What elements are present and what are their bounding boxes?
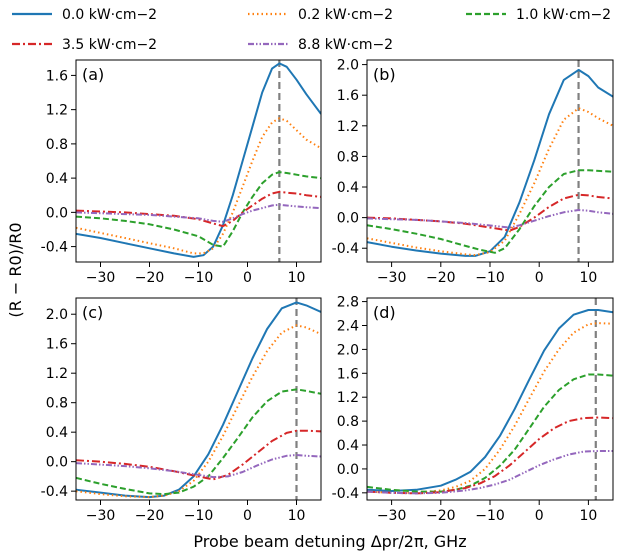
x-tick-label: 10 [288,270,306,286]
x-tick-label: 10 [579,508,597,524]
y-tick-label: 0.0 [46,455,68,471]
y-tick-label: 0.0 [337,462,359,478]
x-tick-label: −30 [86,508,116,524]
y-tick-label: 1.6 [337,88,359,104]
y-tick-label: 1.6 [337,366,359,382]
panel: −30 −20 −10 0 10 -0.4 0.0 0.4 0.8 1.2 1.6 2.0 (c) [41,297,322,524]
series-line [76,203,321,223]
series-line [367,193,613,232]
legend-label: 0.2 kW·cm−2 [298,7,393,23]
series-line [76,117,321,255]
y-tick-label: 2.4 [337,318,359,334]
panel: −30 −20 −10 0 10 -0.4 0.0 0.4 0.8 1.2 1.6 2.0 2.4 2.8… [332,295,614,524]
legend-label: 1.0 kW·cm−2 [516,7,611,23]
y-tick-label: 0.4 [46,171,68,187]
y-tick-label: -0.4 [41,484,68,500]
x-tick-label: −30 [377,270,407,286]
x-tick-label: −20 [135,270,165,286]
legend-label: 8.8 kW·cm−2 [298,37,393,53]
x-tick-label: −20 [426,508,456,524]
y-tick-label: 0.8 [46,137,68,153]
panel: −30 −20 −10 0 10 -0.4 0.0 0.4 0.8 1.2 1.6 (a) [41,59,322,286]
x-tick-label: −10 [475,270,505,286]
x-tick-label: 10 [288,508,306,524]
y-tick-label: 2.0 [337,342,359,358]
series-line [76,388,321,496]
y-tick-label: -0.4 [332,486,359,502]
legend-entry: 0.0 kW·cm−2 [12,7,157,23]
legend-entry: 1.0 kW·cm−2 [466,7,611,23]
x-tick-label: −30 [377,508,407,524]
y-tick-label: 1.2 [46,103,68,119]
series-line [76,324,321,499]
series-line [76,62,321,258]
y-tick-label: 2.8 [337,295,359,311]
x-tick-label: −20 [426,270,456,286]
axes-frame [366,297,614,501]
x-tick-label: 0 [535,270,544,286]
x-tick-label: −20 [135,508,165,524]
series-line [76,171,321,248]
series-line [76,454,321,479]
series-line [76,429,321,481]
y-tick-label: 2.0 [46,307,68,323]
panel-label: (d) [373,303,396,322]
series-line [367,68,613,257]
series-line [367,450,613,495]
y-tick-label: 0.0 [337,211,359,227]
legend-label: 3.5 kW·cm−2 [62,37,157,53]
y-tick-label: 1.2 [337,119,359,135]
series-line [367,107,613,257]
series-line [367,322,613,494]
y-tick-label: 0.8 [46,396,68,412]
y-tick-label: 0.4 [337,438,359,454]
y-tick-label: 0.4 [46,425,68,441]
legend-entry: 8.8 kW·cm−2 [248,37,393,53]
y-tick-label: 1.2 [46,366,68,382]
y-tick-label: -0.4 [332,241,359,257]
x-tick-label: 10 [579,270,597,286]
series-line [367,169,613,254]
series-line [367,309,613,492]
y-tick-label: 2.0 [337,58,359,74]
series-line [367,209,613,229]
y-tick-label: 1.2 [337,390,359,406]
legend: 0.0 kW·cm−2 0.2 kW·cm−2 1.0 kW·cm−2 3.5 kW·… [12,7,611,53]
y-tick-label: 0.4 [337,180,359,196]
legend-entry: 3.5 kW·cm−2 [12,37,157,53]
x-tick-label: −10 [184,508,214,524]
axes-frame [75,59,322,263]
series-line [76,301,321,499]
y-tick-label: 1.6 [46,68,68,84]
x-tick-label: −10 [475,508,505,524]
series-line [367,373,613,493]
panel-label: (a) [82,65,104,84]
legend-entry: 0.2 kW·cm−2 [248,7,393,23]
y-tick-label: -0.4 [41,240,68,256]
x-tick-label: 0 [243,270,252,286]
x-tick-label: −30 [86,270,116,286]
x-tick-label: 0 [243,508,252,524]
series-line [367,416,613,495]
x-tick-label: −10 [184,270,214,286]
x-tick-label: 0 [535,508,544,524]
panels: −30 −20 −10 0 10 -0.4 0.0 0.4 0.8 1.2 1.6 (a) −30 −20… [41,58,614,524]
y-tick-label: 0.8 [337,414,359,430]
panel: −30 −20 −10 0 10 -0.4 0.0 0.4 0.8 1.2 1.6 2.0 (b) [332,58,614,286]
y-tick-label: 0.0 [46,205,68,221]
series-line [76,190,321,228]
y-axis-label: (R − R0)/R0 [6,222,25,317]
x-axis-label: Probe beam detuning Δpr/2π, GHz [193,532,466,551]
panel-label: (c) [82,303,103,322]
legend-label: 0.0 kW·cm−2 [62,7,157,23]
y-tick-label: 0.8 [337,149,359,165]
y-tick-label: 1.6 [46,337,68,353]
panel-label: (b) [373,65,396,84]
